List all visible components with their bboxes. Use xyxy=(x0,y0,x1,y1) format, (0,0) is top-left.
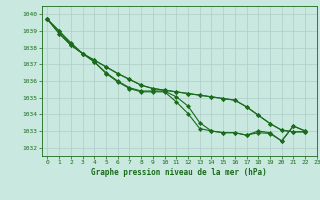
X-axis label: Graphe pression niveau de la mer (hPa): Graphe pression niveau de la mer (hPa) xyxy=(91,168,267,177)
